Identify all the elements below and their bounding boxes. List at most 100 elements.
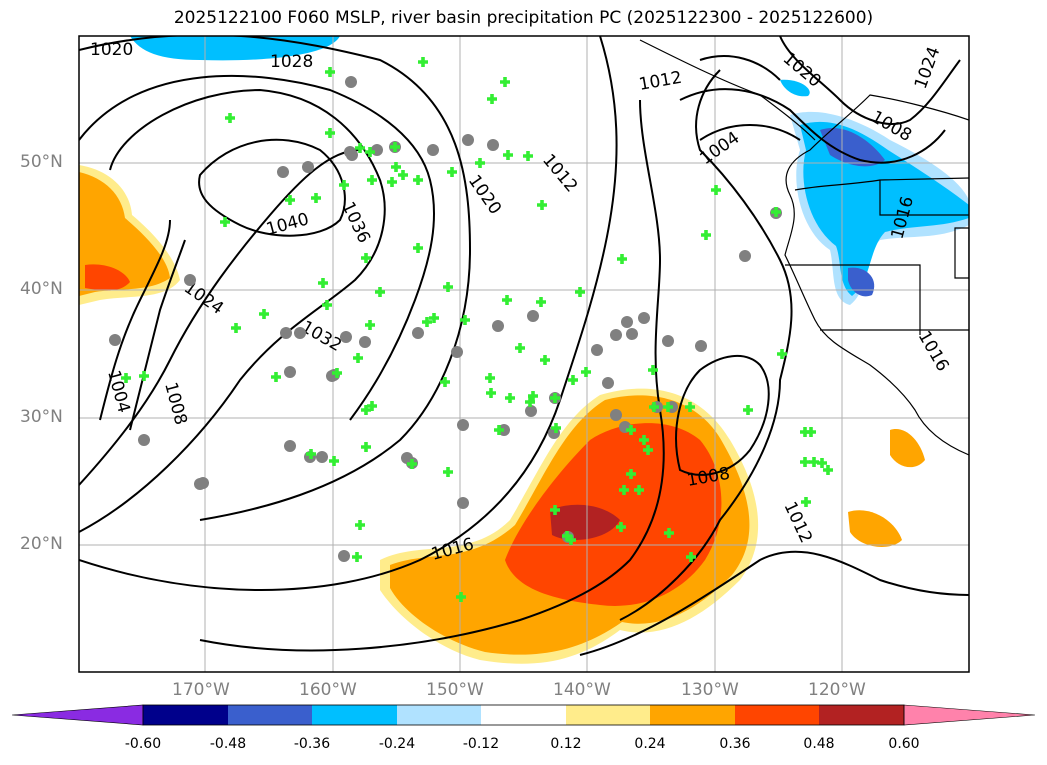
station-cross-marker	[575, 287, 585, 298]
station-cross-marker	[562, 531, 572, 541]
colorbar-tick-label: -0.36	[293, 736, 331, 752]
station-cross-marker	[664, 528, 674, 538]
station-cross-marker	[504, 393, 515, 404]
colorbar-tick-label: 0.36	[719, 736, 751, 752]
station-cross-marker	[325, 67, 336, 77]
station-circle-marker	[277, 166, 289, 178]
map-frame	[78, 35, 970, 673]
station-cross-marker	[523, 151, 533, 161]
lat-label: 50°N	[20, 152, 63, 172]
station-cross-marker	[800, 427, 810, 438]
station-cross-marker	[121, 373, 131, 384]
station-cross-marker	[361, 253, 372, 264]
station-cross-marker	[487, 94, 498, 104]
station-cross-marker	[626, 425, 636, 436]
contour-label: 1036	[337, 199, 373, 247]
station-cross-marker	[365, 320, 376, 331]
station-cross-marker	[259, 309, 270, 320]
station-cross-marker	[540, 355, 550, 366]
station-circle-marker	[462, 134, 474, 146]
contour-label: 1008	[160, 380, 191, 427]
station-cross-marker	[306, 449, 317, 460]
station-cross-marker	[271, 372, 282, 383]
station-circle-marker	[457, 497, 469, 509]
station-circle-marker	[138, 434, 150, 446]
lon-label: 150°W	[426, 680, 484, 700]
station-cross-marker	[771, 207, 781, 217]
colorbar-tick-label: 0.48	[803, 736, 835, 752]
station-cross-marker	[634, 485, 644, 496]
station-cross-marker	[686, 552, 696, 562]
station-cross-marker	[485, 373, 496, 384]
lon-label: 140°W	[553, 680, 611, 700]
station-cross-marker	[626, 469, 636, 480]
station-circle-marker	[284, 440, 296, 452]
contour-label: 1028	[270, 52, 313, 72]
contour-label: 1012	[637, 68, 683, 95]
station-cross-marker	[525, 397, 535, 408]
lat-label: 30°N	[20, 407, 63, 427]
colorbar-extend-low	[11, 704, 144, 726]
colorbar-bin	[228, 705, 312, 725]
lon-label: 120°W	[808, 680, 866, 700]
contour-label: 1020	[90, 40, 133, 60]
station-cross-marker	[329, 456, 340, 467]
colorbar-bin	[481, 705, 566, 725]
station-cross-marker	[701, 230, 711, 240]
station-circle-marker	[280, 327, 292, 339]
station-cross-marker	[398, 170, 409, 180]
colorbar-bin	[819, 705, 904, 725]
station-cross-marker	[322, 300, 333, 311]
station-cross-marker	[413, 175, 424, 185]
station-cross-marker	[475, 158, 486, 168]
station-circle-marker	[344, 146, 356, 158]
station-circle-marker	[371, 144, 383, 156]
station-cross-marker	[443, 282, 454, 293]
station-cross-marker	[743, 405, 753, 416]
station-cross-marker	[663, 402, 673, 413]
station-cross-marker	[536, 297, 546, 308]
station-cross-marker	[339, 180, 350, 190]
station-cross-marker	[231, 323, 241, 334]
station-cross-marker	[447, 167, 458, 177]
station-circle-marker	[610, 409, 622, 421]
station-cross-marker	[501, 295, 512, 306]
station-circle-marker	[662, 335, 674, 347]
station-circle-marker	[487, 139, 499, 151]
station-cross-marker	[460, 315, 471, 326]
station-cross-marker	[619, 485, 629, 496]
colorbar-bin	[312, 705, 397, 725]
station-cross-marker	[361, 405, 372, 416]
station-cross-marker	[617, 254, 627, 265]
contour-label: 1012	[779, 499, 815, 547]
station-circle-marker	[109, 334, 121, 346]
colorbar-tick-label: -0.60	[124, 736, 162, 752]
station-cross-marker	[809, 457, 819, 468]
station-cross-marker	[375, 287, 386, 298]
station-cross-marker	[353, 353, 364, 364]
lon-label: 130°W	[681, 680, 739, 700]
contour-label: 1016	[914, 328, 953, 375]
station-circle-marker	[316, 451, 328, 463]
station-cross-marker	[440, 377, 451, 388]
precip-positive-fill	[79, 165, 925, 664]
station-circle-marker	[427, 144, 439, 156]
station-circle-marker	[197, 477, 209, 489]
station-cross-marker	[352, 552, 363, 562]
station-cross-marker	[551, 423, 561, 434]
colorbar-tick-label: -0.24	[378, 736, 416, 752]
station-cross-marker	[515, 343, 525, 354]
station-circle-marker	[340, 331, 352, 343]
mslp-contours	[79, 36, 969, 656]
station-circle-marker	[294, 327, 306, 339]
contour-label: 1024	[911, 44, 945, 91]
station-circle-marker	[695, 340, 707, 352]
station-circle-marker	[284, 366, 296, 378]
station-cross-marker	[367, 401, 378, 412]
station-cross-marker	[456, 592, 467, 602]
colorbar-tick-label: 0.60	[888, 736, 920, 752]
station-circle-marker	[610, 329, 622, 341]
station-cross-marker	[711, 185, 721, 195]
colorbar-tick-label: -0.12	[462, 736, 500, 752]
